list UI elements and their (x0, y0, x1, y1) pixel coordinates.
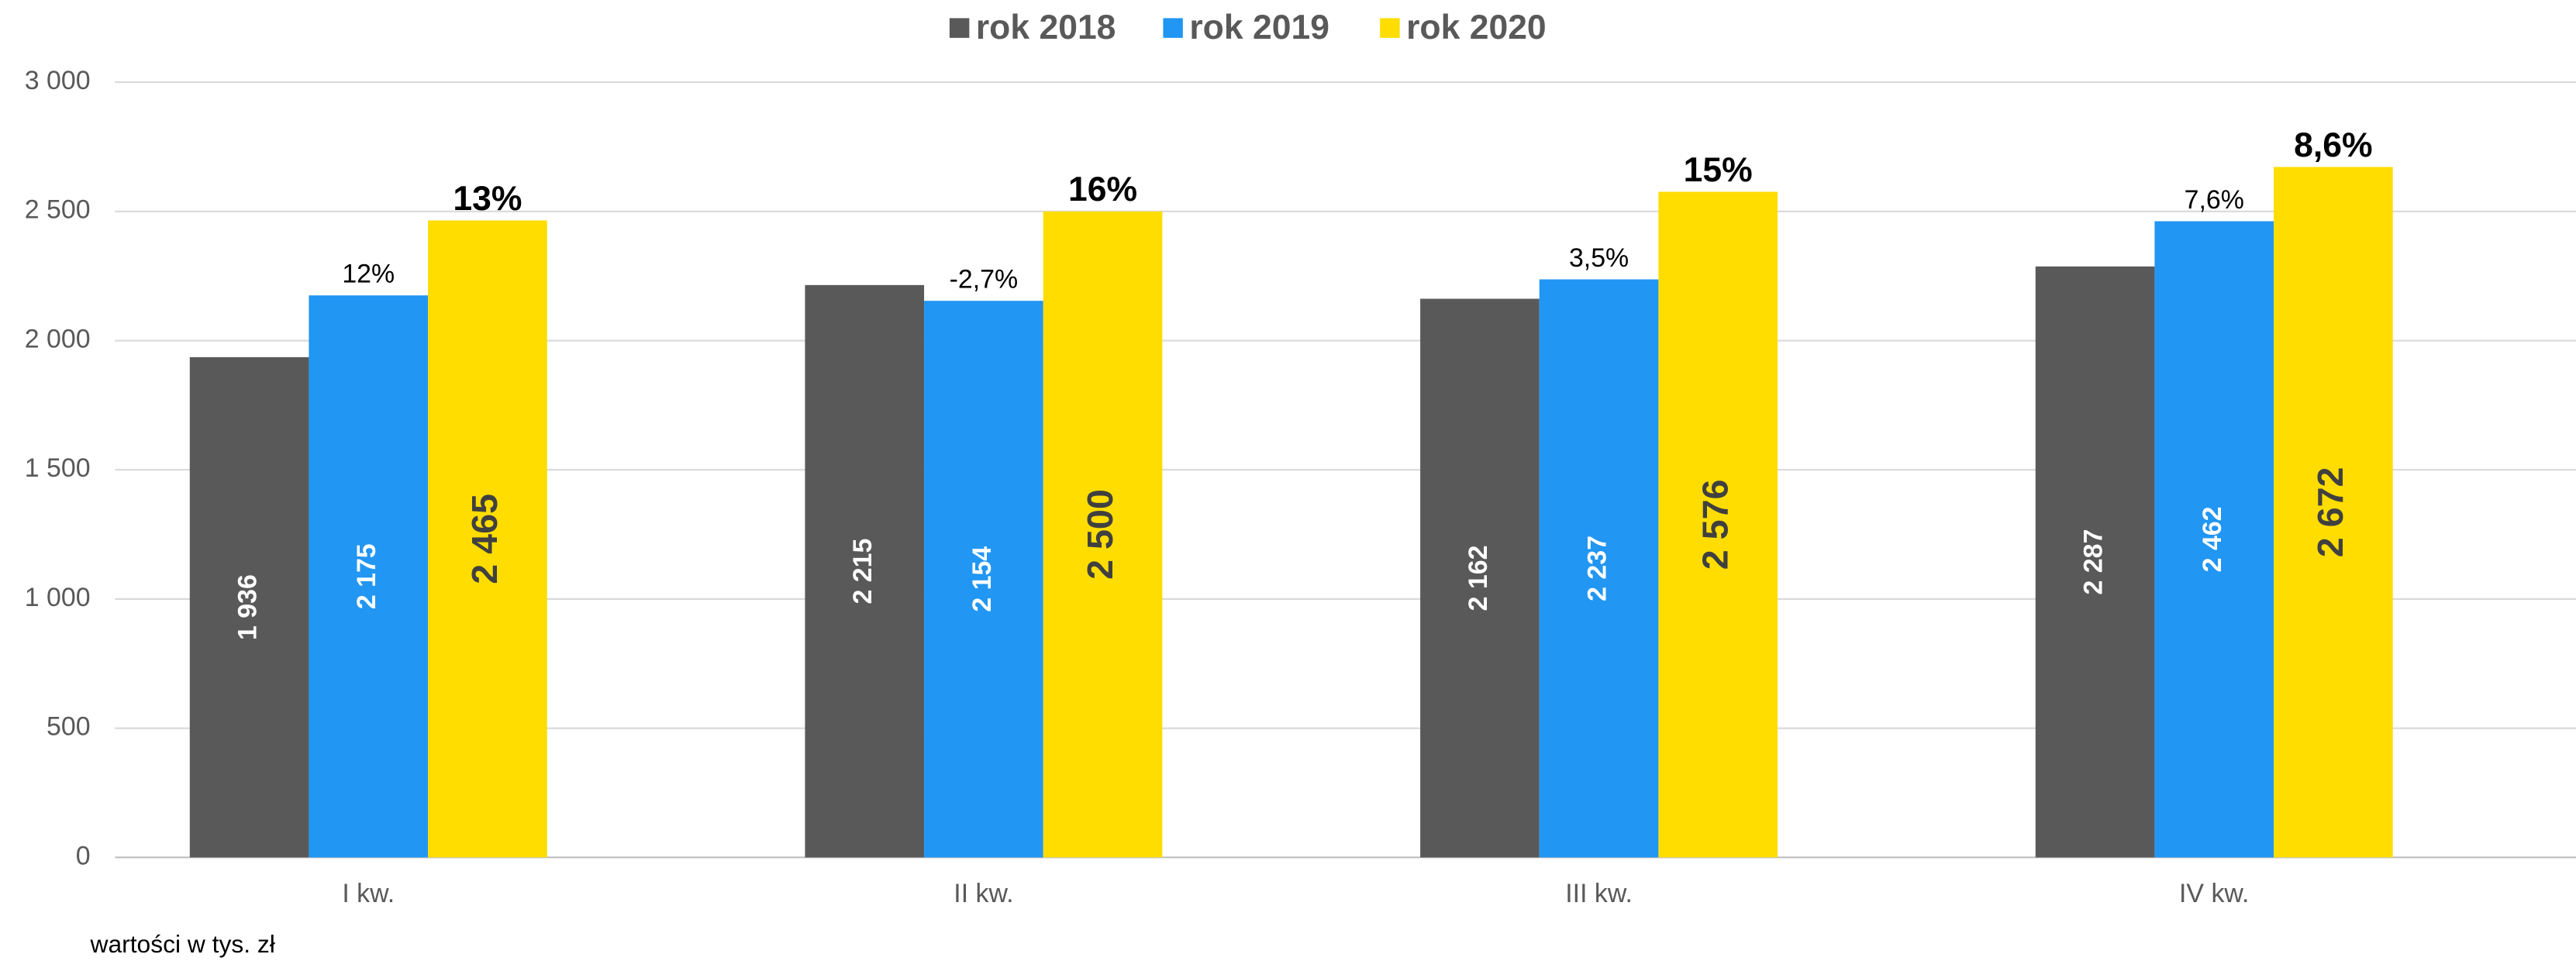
growth-label: 8,6% (2294, 126, 2372, 164)
bar (2274, 167, 2393, 858)
value-label: 2 175 (352, 543, 381, 609)
x-tick-label: IV kw. (2179, 879, 2249, 908)
y-tick-label: 500 (47, 712, 91, 742)
value-label: 2 154 (967, 546, 997, 612)
growth-label: 15% (1684, 151, 1753, 189)
bar (2035, 266, 2155, 858)
bar (309, 295, 429, 858)
value-label: 2 287 (2079, 529, 2109, 595)
bar (2154, 221, 2274, 858)
bar (1043, 211, 1163, 858)
legend-label: rok 2020 (1406, 9, 1547, 46)
footnote: wartości w tys. zł (90, 930, 275, 958)
legend-swatch (1380, 18, 1400, 38)
y-tick-label: 1 000 (25, 583, 91, 612)
legend-label: rok 2018 (976, 9, 1116, 46)
bar (1420, 298, 1540, 858)
x-tick-label: II kw. (953, 879, 1013, 908)
bar (805, 284, 925, 858)
value-label: 2 162 (1464, 546, 1493, 611)
y-tick-label: 1 500 (25, 453, 91, 483)
bar (189, 356, 309, 858)
growth-label: 3,5% (1569, 243, 1629, 273)
value-label: 1 936 (233, 574, 263, 640)
legend-label: rok 2019 (1189, 9, 1329, 46)
value-label: 2 462 (2198, 507, 2227, 573)
bar (1539, 279, 1659, 858)
value-label: 2 672 (2310, 467, 2350, 558)
bar (428, 220, 547, 858)
growth-label: 12% (342, 260, 395, 289)
y-tick-label: 2 500 (25, 195, 91, 225)
legend-swatch (949, 18, 970, 38)
value-label: 2 465 (464, 494, 505, 584)
x-tick-label: I kw. (342, 879, 395, 908)
bar (1658, 191, 1778, 858)
y-tick-label: 2 000 (25, 324, 91, 353)
growth-label: 7,6% (2185, 185, 2244, 215)
value-label: 2 237 (1583, 536, 1612, 601)
growth-label: 13% (453, 180, 522, 218)
x-tick-label: III kw. (1565, 879, 1633, 908)
growth-label: -2,7% (950, 265, 1019, 294)
value-label: 2 215 (848, 539, 878, 604)
y-tick-label: 0 (76, 841, 91, 870)
legend-swatch (1163, 18, 1183, 38)
bar (924, 301, 1043, 858)
growth-label: 16% (1068, 170, 1137, 208)
y-tick-label: 3 000 (25, 66, 91, 95)
value-label: 2 500 (1080, 489, 1120, 580)
value-label: 2 576 (1695, 480, 1736, 570)
